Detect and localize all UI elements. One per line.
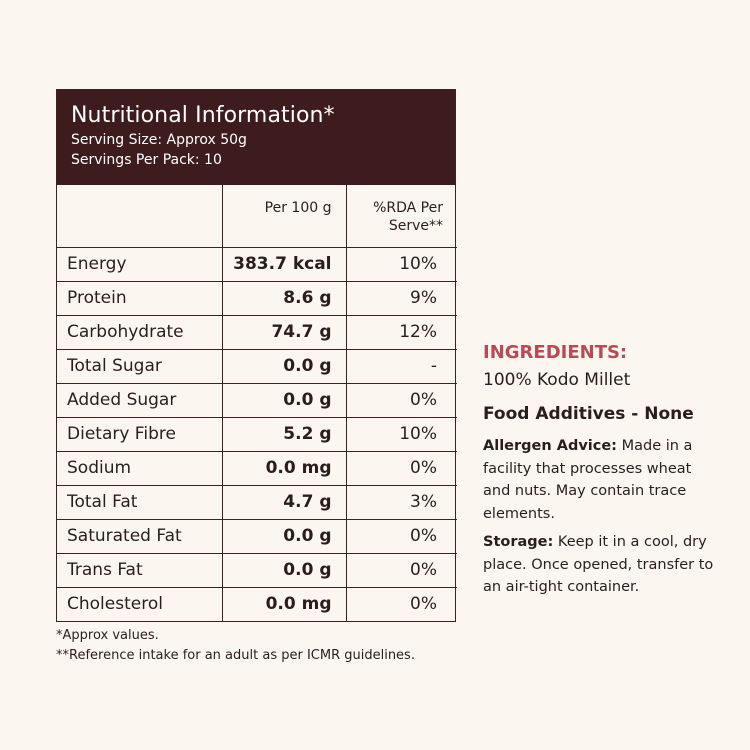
nutrient-name: Added Sugar [57,382,223,418]
rda-value: - [345,348,457,384]
rda-value: 0% [345,518,457,554]
nutrient-name: Total Sugar [57,348,223,384]
table-row: Total Fat 4.7 g 3% [57,484,457,520]
allergen-label: Allergen Advice: [483,438,617,454]
rda-value: 12% [345,314,457,350]
ingredients-value: 100% Kodo Millet [483,370,631,390]
serving-size: Serving Size: Approx 50g [71,132,247,148]
nutrient-name: Carbohydrate [57,314,223,350]
nutrition-table: Per 100 g %RDA Per Serve** Energy 383.7 k… [57,185,457,621]
ingredients-section: INGREDIENTS: 100% Kodo Millet Food Addit… [483,341,723,599]
rda-value: 10% [345,416,457,452]
per-100g-value: 8.6 g [221,280,347,316]
table-row: Carbohydrate 74.7 g 12% [57,314,457,350]
nutrient-name: Energy [57,246,223,282]
rda-value: 0% [345,450,457,486]
nutrition-header: Nutritional Information* Serving Size: A… [57,90,455,185]
footnote-reference: **Reference intake for an adult as per I… [56,648,415,663]
rda-value: 0% [345,382,457,418]
per-100g-value: 4.7 g [221,484,347,520]
table-row: Protein 8.6 g 9% [57,280,457,316]
nutrient-name: Protein [57,280,223,316]
nutrient-name: Cholesterol [57,586,223,621]
per-100g-value: 383.7 kcal [221,246,347,282]
allergen-text: Made in a facility that processes wheat … [483,438,693,522]
table-row: Trans Fat 0.0 g 0% [57,552,457,588]
allergen-advice: Allergen Advice: Made in a facility that… [483,435,723,525]
rda-value: 0% [345,586,457,621]
rda-value: 10% [345,246,457,282]
nutrient-name: Sodium [57,450,223,486]
nutrient-name: Trans Fat [57,552,223,588]
per-100g-value: 0.0 g [221,382,347,418]
storage-advice: Storage: Keep it in a cool, dry place. O… [483,531,723,599]
per-100g-value: 0.0 mg [221,586,347,621]
per-100g-value: 0.0 g [221,518,347,554]
per-100g-value: 0.0 mg [221,450,347,486]
nutrient-name: Dietary Fibre [57,416,223,452]
table-row: Total Sugar 0.0 g- [57,348,457,384]
table-row: Cholesterol 0.0 mg 0% [57,586,457,621]
per-100g-value: 74.7 g [221,314,347,350]
table-row: Saturated Fat 0.0 g 0% [57,518,457,554]
column-header-rda: %RDA Per Serve** [345,185,457,248]
storage-label: Storage: [483,534,554,550]
table-header-row: Per 100 g %RDA Per Serve** [57,185,457,248]
ingredients-heading: INGREDIENTS: [483,342,628,363]
nutrient-name: Total Fat [57,484,223,520]
nutrition-panel: Nutritional Information* Serving Size: A… [56,89,457,622]
rda-value: 0% [345,552,457,588]
per-100g-value: 5.2 g [221,416,347,452]
table-row: Dietary Fibre 5.2 g 10% [57,416,457,452]
rda-value: 9% [345,280,457,316]
nutrition-title: Nutritional Information* [71,103,335,128]
servings-per-pack: Servings Per Pack: 10 [71,152,222,168]
table-row: Added Sugar 0.0 g 0% [57,382,457,418]
table-row: Sodium 0.0 mg 0% [57,450,457,486]
storage-text: Keep it in a cool, dry place. Once opene… [483,534,714,595]
footnote-approx: *Approx values. [56,628,159,643]
per-100g-value: 0.0 g [221,552,347,588]
column-header-nutrient [57,185,223,248]
nutrient-name: Saturated Fat [57,518,223,554]
per-100g-value: 0.0 g [221,348,347,384]
footnotes: *Approx values. **Reference intake for a… [56,626,415,666]
table-row: Energy 383.7 kcal 10% [57,246,457,282]
rda-value: 3% [345,484,457,520]
food-additives: Food Additives - None [483,404,694,424]
column-header-per-100g: Per 100 g [221,185,347,248]
